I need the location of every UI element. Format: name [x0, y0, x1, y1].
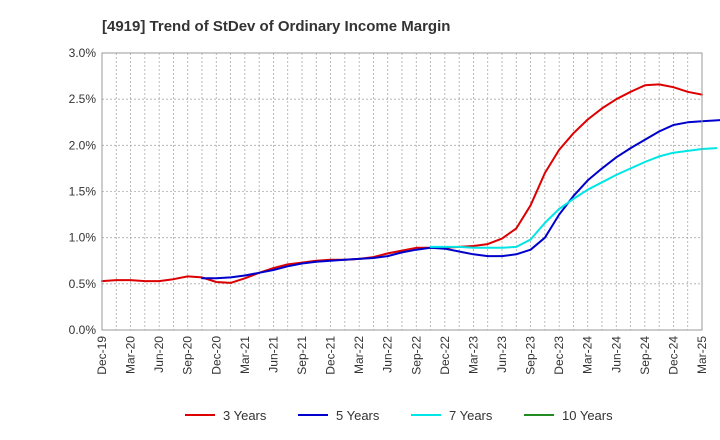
y-tick-label: 2.5% — [69, 92, 97, 106]
y-tick-label: 0.0% — [69, 323, 97, 337]
series-line-7-years — [429, 147, 718, 249]
x-tick-label: Mar-25 — [695, 336, 709, 374]
legend: 3 Years 5 Years 7 Years 10 Years — [185, 408, 613, 423]
x-tick-label: Sep-21 — [295, 336, 309, 375]
x-tick-label: Dec-23 — [552, 336, 566, 375]
plot-frame — [101, 52, 703, 331]
x-tick-label: Dec-19 — [95, 336, 109, 375]
x-tick-label: Sep-20 — [181, 336, 195, 375]
y-axis-ticks: 0.0% 0.5% 1.0% 1.5% 2.0% 2.5% 3.0% — [69, 46, 97, 337]
x-tick-label: Mar-20 — [124, 336, 138, 374]
y-tick-label: 0.5% — [69, 277, 97, 291]
grid — [102, 53, 702, 330]
x-tick-label: Mar-22 — [352, 336, 366, 374]
x-tick-label: Sep-24 — [638, 336, 652, 375]
x-tick-label: Jun-23 — [495, 336, 509, 373]
x-tick-label: Sep-23 — [524, 336, 538, 375]
x-tick-label: Dec-21 — [324, 336, 338, 375]
x-tick-label: Dec-24 — [666, 336, 680, 375]
series-line-5-years — [201, 119, 720, 280]
x-axis-ticks: Dec-19 Mar-20 Jun-20 Sep-20 Dec-20 Mar-21 Jun-… — [95, 336, 709, 375]
x-tick-label: Jun-21 — [266, 336, 280, 373]
y-tick-label: 3.0% — [69, 46, 97, 60]
x-tick-label: Jun-20 — [152, 336, 166, 373]
y-tick-label: 1.0% — [69, 231, 97, 245]
legend-label-5-years: 5 Years — [336, 408, 380, 423]
legend-label-3-years: 3 Years — [223, 408, 267, 423]
y-tick-label: 2.0% — [69, 138, 97, 152]
x-tick-label: Mar-24 — [581, 336, 595, 374]
y-tick-label: 1.5% — [69, 185, 97, 199]
chart-title: [4919] Trend of StDev of Ordinary Income… — [102, 18, 450, 35]
legend-label-7-years: 7 Years — [449, 408, 493, 423]
x-tick-label: Jun-24 — [609, 336, 623, 373]
series-lines — [101, 83, 720, 284]
x-tick-label: Mar-23 — [466, 336, 480, 374]
x-tick-label: Sep-22 — [409, 336, 423, 375]
x-tick-label: Mar-21 — [238, 336, 252, 374]
x-tick-label: Dec-22 — [438, 336, 452, 375]
x-tick-label: Dec-20 — [209, 336, 223, 375]
x-tick-label: Jun-22 — [381, 336, 395, 373]
legend-label-10-years: 10 Years — [562, 408, 613, 423]
